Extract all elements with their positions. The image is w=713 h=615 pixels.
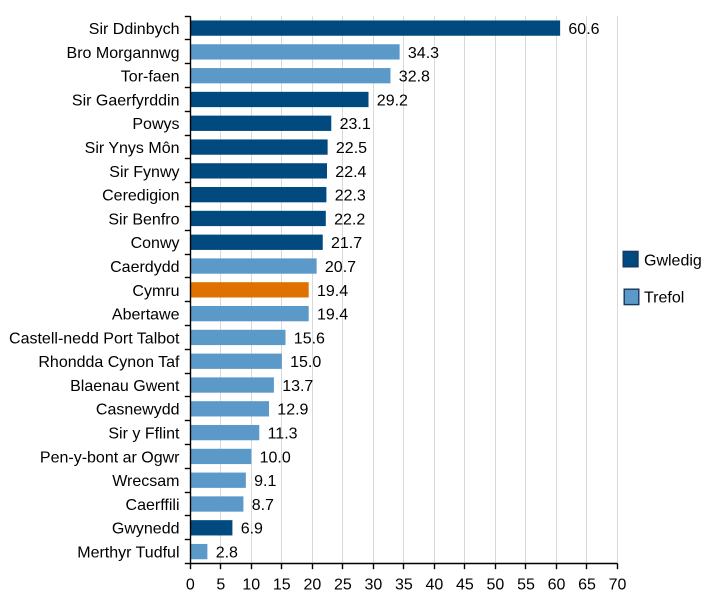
svg-text:2.8: 2.8 [216,545,238,562]
svg-text:Caerdydd: Caerdydd [110,259,179,276]
svg-text:22.5: 22.5 [336,140,367,157]
svg-text:45: 45 [456,576,474,593]
svg-text:Castell-nedd Port Talbot: Castell-nedd Port Talbot [9,330,180,347]
svg-text:19.4: 19.4 [317,283,348,300]
svg-text:Trefol: Trefol [644,290,684,307]
svg-text:10: 10 [242,576,260,593]
svg-text:20.7: 20.7 [325,259,356,276]
svg-text:9.1: 9.1 [254,473,276,490]
svg-text:Casnewydd: Casnewydd [96,402,180,419]
svg-text:Caerffili: Caerffili [126,497,180,514]
svg-text:32.8: 32.8 [399,69,430,86]
svg-text:10.0: 10.0 [260,449,291,466]
svg-text:8.7: 8.7 [252,497,274,514]
svg-text:Bro Morgannwg: Bro Morgannwg [67,45,180,62]
svg-text:15: 15 [273,576,291,593]
svg-text:19.4: 19.4 [317,307,348,324]
svg-text:22.2: 22.2 [334,211,365,228]
svg-text:Sir Benfro: Sir Benfro [108,211,179,228]
svg-text:11.3: 11.3 [268,426,298,443]
svg-text:13.7: 13.7 [282,378,313,395]
svg-text:15.6: 15.6 [294,330,325,347]
svg-text:23.1: 23.1 [340,116,371,133]
svg-text:Cymru: Cymru [132,283,179,300]
svg-text:Pen-y-bont ar Ogwr: Pen-y-bont ar Ogwr [40,449,180,466]
svg-text:21.7: 21.7 [331,235,362,252]
svg-text:Sir Fynwy: Sir Fynwy [109,164,179,181]
svg-text:6.9: 6.9 [241,521,263,538]
svg-text:Ceredigion: Ceredigion [102,188,179,205]
svg-text:Powys: Powys [132,116,179,133]
svg-text:Sir Ynys Môn: Sir Ynys Môn [85,140,180,157]
svg-text:Tor-faen: Tor-faen [121,69,180,86]
svg-text:Conwy: Conwy [131,235,180,252]
svg-text:Gwledig: Gwledig [644,252,702,269]
svg-text:35: 35 [395,576,413,593]
svg-text:5: 5 [216,576,225,593]
svg-text:Rhondda Cynon Taf: Rhondda Cynon Taf [38,354,180,371]
svg-text:Wrecsam: Wrecsam [112,473,179,490]
svg-text:15.0: 15.0 [290,354,321,371]
svg-text:Sir y Fflint: Sir y Fflint [108,426,180,443]
svg-text:25: 25 [334,576,352,593]
svg-text:50: 50 [487,576,505,593]
svg-text:40: 40 [426,576,444,593]
svg-text:22.3: 22.3 [335,188,366,205]
svg-text:12.9: 12.9 [277,402,308,419]
svg-text:Gwynedd: Gwynedd [112,521,180,538]
svg-text:30: 30 [365,576,383,593]
svg-text:Merthyr Tudful: Merthyr Tudful [77,545,179,562]
svg-text:0: 0 [186,576,195,593]
svg-text:70: 70 [609,576,627,593]
svg-text:55: 55 [517,576,535,593]
svg-text:34.3: 34.3 [408,45,439,62]
svg-text:29.2: 29.2 [377,92,408,109]
svg-text:65: 65 [578,576,596,593]
svg-text:60.6: 60.6 [568,21,599,38]
svg-text:20: 20 [304,576,322,593]
svg-text:60: 60 [548,576,566,593]
svg-text:Abertawe: Abertawe [112,307,180,324]
svg-text:Blaenau Gwent: Blaenau Gwent [70,378,180,395]
svg-text:22.4: 22.4 [335,164,366,181]
svg-text:Sir Ddinbych: Sir Ddinbych [89,21,180,38]
svg-text:Sir Gaerfyrddin: Sir Gaerfyrddin [72,92,180,109]
